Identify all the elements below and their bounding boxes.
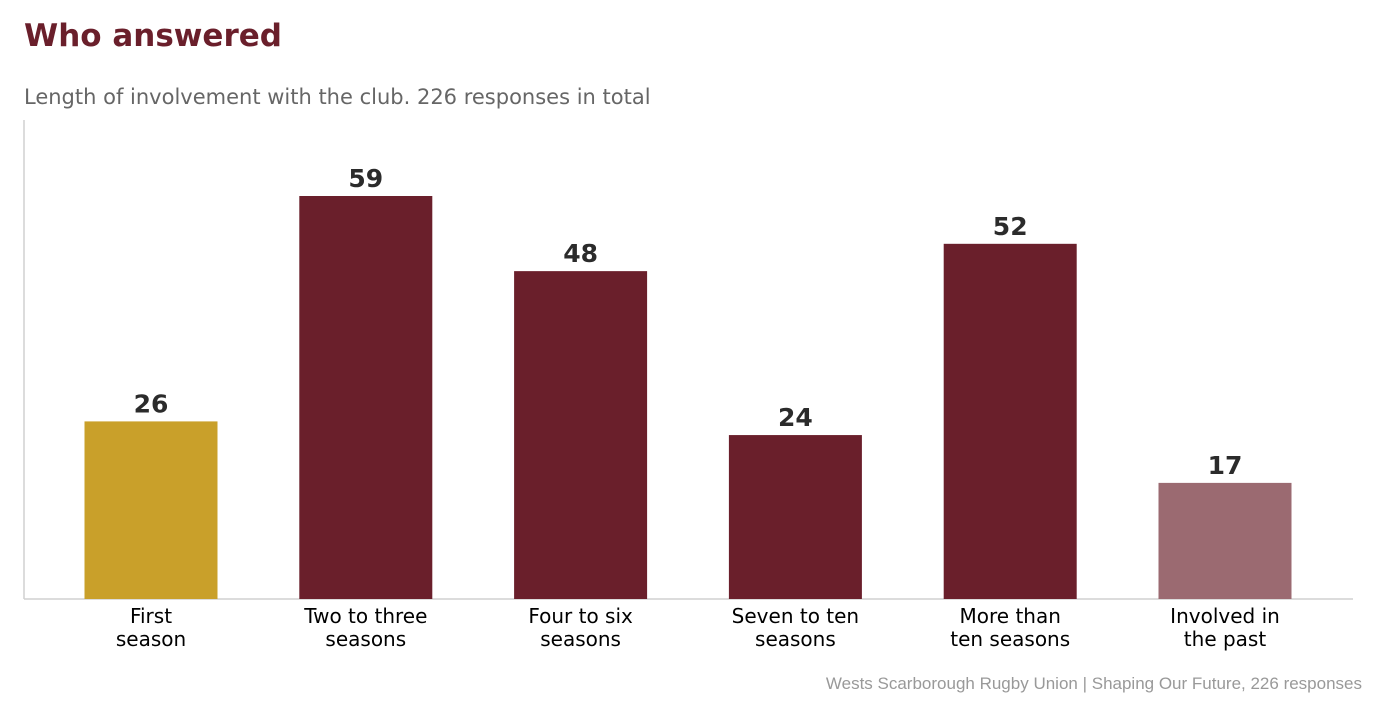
x-tick-label-2-0: Four to six — [528, 604, 633, 628]
bar-0 — [84, 421, 218, 599]
x-tick-label-5-1: the past — [1184, 627, 1267, 651]
x-tick-label-1-1: seasons — [325, 627, 406, 651]
x-tick-label-3-1: seasons — [755, 627, 836, 651]
x-tick-label-2-1: seasons — [540, 627, 621, 651]
bar-value-label-2: 48 — [563, 239, 598, 268]
bar-value-label-3: 24 — [778, 403, 813, 432]
bar-value-label-4: 52 — [993, 212, 1028, 241]
bar-value-label-1: 59 — [348, 164, 383, 193]
x-tick-label-5-0: Involved in — [1170, 604, 1280, 628]
x-tick-label-0-1: season — [116, 627, 186, 651]
bars-group — [84, 196, 1292, 600]
x-tick-label-4-1: ten seasons — [950, 627, 1070, 651]
x-tick-label-3-0: Seven to ten — [732, 604, 859, 628]
value-labels-group: 26 59 48 24 52 17 — [134, 164, 1243, 480]
x-tick-label-0-0: First — [130, 604, 172, 628]
bar-2 — [514, 271, 648, 599]
chart-title: Who answered — [24, 18, 282, 54]
x-tick-label-1-0: Two to three — [303, 604, 427, 628]
bar-1 — [299, 196, 433, 599]
source-footer: Wests Scarborough Rugby Union | Shaping … — [825, 674, 1362, 693]
bar-value-label-5: 17 — [1208, 451, 1243, 480]
bar-3 — [728, 435, 862, 599]
chart-subtitle: Length of involvement with the club. 226… — [24, 85, 651, 109]
bar-5 — [1158, 482, 1292, 599]
bar-4 — [943, 243, 1077, 600]
bar-value-label-0: 26 — [134, 389, 169, 418]
x-tick-label-4-0: More than — [960, 604, 1061, 628]
